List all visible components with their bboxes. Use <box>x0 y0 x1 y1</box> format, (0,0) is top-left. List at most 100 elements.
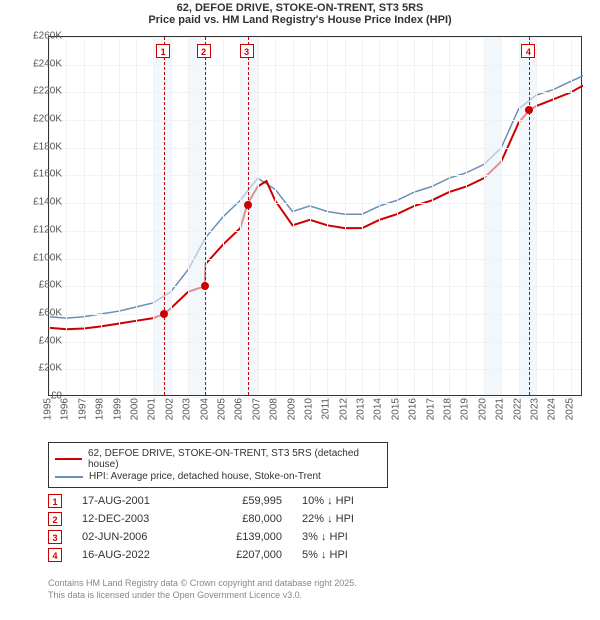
x-axis-label: 2017 <box>425 398 436 420</box>
gridline-v <box>432 37 433 395</box>
gridline-v <box>536 37 537 395</box>
gridline-v <box>240 37 241 395</box>
y-axis-label: £80K <box>16 280 62 291</box>
footer-line-1: Contains HM Land Registry data © Crown c… <box>48 578 357 590</box>
title-line-2: Price paid vs. HM Land Registry's House … <box>0 14 600 26</box>
gridline-v <box>327 37 328 395</box>
transaction-pct: 22% ↓ HPI <box>302 513 392 525</box>
x-axis-label: 2005 <box>216 398 227 420</box>
gridline-v <box>553 37 554 395</box>
x-axis-label: 2006 <box>234 398 245 420</box>
price-marker-dot <box>525 106 533 114</box>
x-axis-label: 2002 <box>164 398 175 420</box>
x-axis-label: 2016 <box>408 398 419 420</box>
x-axis-label: 1998 <box>95 398 106 420</box>
y-axis-label: £100K <box>16 252 62 263</box>
x-axis-label: 2023 <box>530 398 541 420</box>
price-marker-dot <box>160 310 168 318</box>
x-axis-label: 2013 <box>356 398 367 420</box>
reference-marker-box: 4 <box>521 44 535 58</box>
gridline-v <box>397 37 398 395</box>
transactions-table: 117-AUG-2001£59,99510% ↓ HPI212-DEC-2003… <box>48 490 392 566</box>
legend-swatch <box>55 476 83 478</box>
transaction-date: 12-DEC-2003 <box>82 513 182 525</box>
reference-line <box>164 37 165 395</box>
transaction-row: 117-AUG-2001£59,99510% ↓ HPI <box>48 494 392 508</box>
footer-line-2: This data is licensed under the Open Gov… <box>48 590 357 602</box>
gridline-v <box>484 37 485 395</box>
x-axis-label: 2024 <box>547 398 558 420</box>
x-axis-label: 2019 <box>460 398 471 420</box>
gridline-v <box>66 37 67 395</box>
gridline-v <box>258 37 259 395</box>
reference-marker-box: 3 <box>240 44 254 58</box>
gridline-v <box>293 37 294 395</box>
y-axis-label: £200K <box>16 114 62 125</box>
reference-line <box>248 37 249 395</box>
gridline-v <box>449 37 450 395</box>
gridline-v <box>519 37 520 395</box>
reference-marker-box: 1 <box>156 44 170 58</box>
x-axis-label: 2025 <box>564 398 575 420</box>
x-axis-label: 2020 <box>477 398 488 420</box>
price-marker-dot <box>244 201 252 209</box>
x-axis-label: 2018 <box>443 398 454 420</box>
gridline-v <box>362 37 363 395</box>
y-axis-label: £160K <box>16 169 62 180</box>
reference-line <box>529 37 530 395</box>
x-axis-label: 2004 <box>199 398 210 420</box>
y-axis-label: £40K <box>16 335 62 346</box>
x-axis-label: 2009 <box>286 398 297 420</box>
reference-marker-box: 2 <box>197 44 211 58</box>
gridline-v <box>171 37 172 395</box>
transaction-index-box: 3 <box>48 530 62 544</box>
x-axis-label: 2022 <box>512 398 523 420</box>
chart-lines-svg <box>49 37 583 397</box>
y-axis-label: £180K <box>16 141 62 152</box>
x-axis-label: 1996 <box>60 398 71 420</box>
transaction-date: 16-AUG-2022 <box>82 549 182 561</box>
gridline-v <box>501 37 502 395</box>
x-axis-label: 1995 <box>43 398 54 420</box>
transaction-date: 17-AUG-2001 <box>82 495 182 507</box>
y-axis-label: £0 <box>16 391 62 402</box>
x-axis-label: 2012 <box>338 398 349 420</box>
transaction-pct: 5% ↓ HPI <box>302 549 392 561</box>
legend-box: 62, DEFOE DRIVE, STOKE-ON-TRENT, ST3 5RS… <box>48 442 388 488</box>
gridline-v <box>153 37 154 395</box>
transaction-price: £80,000 <box>202 513 282 525</box>
attribution-footer: Contains HM Land Registry data © Crown c… <box>48 578 357 601</box>
legend-item: HPI: Average price, detached house, Stok… <box>55 471 381 482</box>
transaction-row: 4 16-AUG-2022 £207,000 5% ↓ HPI <box>48 548 392 562</box>
gridline-v <box>571 37 572 395</box>
title-line-1: 62, DEFOE DRIVE, STOKE-ON-TRENT, ST3 5RS <box>0 2 600 14</box>
reference-line <box>205 37 206 395</box>
legend-swatch <box>55 458 82 460</box>
gridline-v <box>345 37 346 395</box>
gridline-v <box>206 37 207 395</box>
transaction-row: 302-JUN-2006£139,0003% ↓ HPI <box>48 530 392 544</box>
y-axis-label: £260K <box>16 31 62 42</box>
x-axis-label: 2000 <box>129 398 140 420</box>
gridline-v <box>414 37 415 395</box>
gridline-v <box>119 37 120 395</box>
transaction-price: £59,995 <box>202 495 282 507</box>
legend-item: 62, DEFOE DRIVE, STOKE-ON-TRENT, ST3 5RS… <box>55 448 381 470</box>
y-axis-label: £240K <box>16 58 62 69</box>
gridline-v <box>379 37 380 395</box>
x-axis-label: 2021 <box>495 398 506 420</box>
x-axis-label: 2010 <box>303 398 314 420</box>
transaction-pct: 10% ↓ HPI <box>302 495 392 507</box>
transaction-price: £207,000 <box>202 549 282 561</box>
x-axis-label: 2011 <box>321 398 332 420</box>
x-axis-label: 2008 <box>269 398 280 420</box>
transaction-index-box: 4 <box>48 548 62 562</box>
gridline-v <box>136 37 137 395</box>
gridline-v <box>188 37 189 395</box>
transaction-row: 212-DEC-2003£80,00022% ↓ HPI <box>48 512 392 526</box>
gridline-v <box>275 37 276 395</box>
legend-label: HPI: Average price, detached house, Stok… <box>89 471 321 482</box>
gridline-v <box>101 37 102 395</box>
x-axis-label: 2007 <box>251 398 262 420</box>
title-area: 62, DEFOE DRIVE, STOKE-ON-TRENT, ST3 5RS… <box>0 0 600 32</box>
